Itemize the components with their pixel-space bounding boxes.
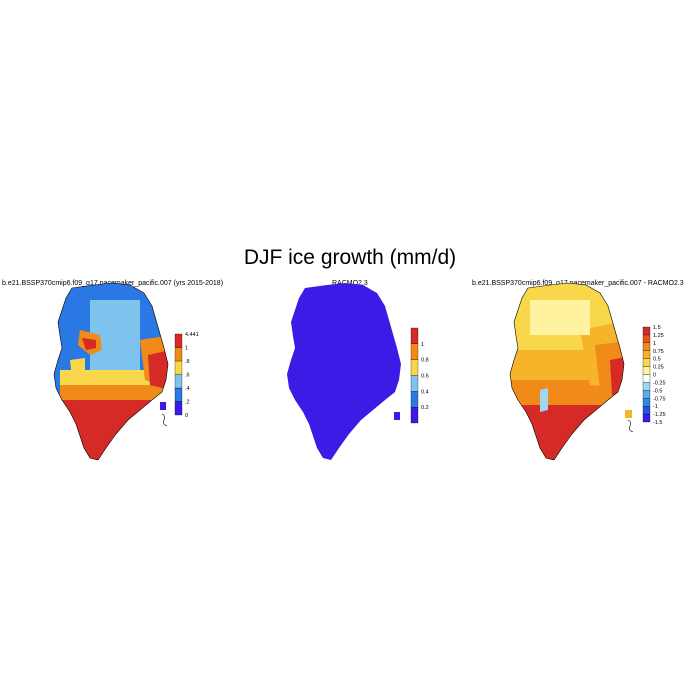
colorbar-swatch <box>410 327 419 344</box>
colorbar-swatch <box>174 333 183 348</box>
colorbar-label: 0.25 <box>653 365 664 371</box>
colorbar-label: .2 <box>185 400 190 406</box>
colorbar-swatch <box>642 398 651 407</box>
colorbar-label: -0.75 <box>653 396 666 402</box>
colorbar-label: 0.2 <box>421 405 429 411</box>
colorbar-label: .4 <box>185 386 190 392</box>
colorbar-label: 1 <box>653 341 656 347</box>
colorbar-label: -1.5 <box>653 420 662 426</box>
colorbar-swatch <box>642 358 651 367</box>
colorbar-label: 1.25 <box>653 333 664 339</box>
colorbar-label: 4.441 <box>185 332 199 338</box>
colorbar-swatch <box>410 359 419 376</box>
colorbar-swatch <box>642 342 651 351</box>
colorbar-label: 0.5 <box>653 357 661 363</box>
colorbar-label: .8 <box>185 359 190 365</box>
colorbar-swatch <box>642 326 651 336</box>
colorbar-label: 0.4 <box>421 389 429 395</box>
colorbar-swatch <box>410 391 419 408</box>
colorbar-difference: 1.5 1.25 1 0.75 0.5 0.25 0-0.25 -0.5 -0.75 -1 -1.2… <box>642 325 666 426</box>
colorbar-label: 0.6 <box>421 374 429 380</box>
colorbar-swatch <box>410 343 419 360</box>
colorbar-swatch <box>642 374 651 383</box>
colorbar-label: -1.25 <box>653 412 666 418</box>
colorbar-swatch <box>642 366 651 375</box>
map-racmo <box>287 283 401 460</box>
figure-title: DJF ice growth (mm/d) <box>243 246 457 269</box>
colorbar-label: -0.5 <box>653 388 662 394</box>
colorbar-swatch <box>410 375 419 392</box>
colorbar-swatch <box>642 390 651 399</box>
colorbar-swatch <box>642 406 651 415</box>
colorbar-swatch <box>174 401 183 416</box>
colorbar-label: -0.25 <box>653 380 666 386</box>
colorbar-swatch <box>642 413 651 423</box>
colorbar-racmo: 0.2 0.4 0.6 0.8 1 <box>410 327 429 424</box>
colorbar-swatch <box>174 387 183 402</box>
colorbar-swatch <box>174 347 183 362</box>
colorbar-label: 0.75 <box>653 349 664 355</box>
panel-title-difference: b.e21.BSSP370cmip6.f09_g17.pacemaker_pac… <box>472 280 684 287</box>
colorbar-swatch <box>174 360 183 375</box>
colorbar-label: 1 <box>421 342 424 348</box>
colorbar-swatch <box>174 374 183 389</box>
colorbar-label: 0 <box>653 373 656 379</box>
colorbar-swatch <box>642 382 651 391</box>
colorbar-model: 0 .2 .4 .6 .8 1 4.441 <box>174 332 199 419</box>
colorbar-swatch <box>410 407 419 424</box>
colorbar-swatch <box>642 334 651 343</box>
colorbar-label: 1 <box>185 346 188 352</box>
map-difference <box>509 282 634 461</box>
panel-title-racmo: RACMO2.3 <box>332 280 368 287</box>
colorbar-label: 0 <box>185 413 188 419</box>
colorbar-label: .6 <box>185 373 190 379</box>
colorbar-label: 1.5 <box>653 325 661 331</box>
colorbar-label: -1 <box>653 404 658 410</box>
colorbar-swatch <box>642 350 651 359</box>
colorbar-label: 0.8 <box>421 358 429 364</box>
map-model <box>53 282 169 461</box>
